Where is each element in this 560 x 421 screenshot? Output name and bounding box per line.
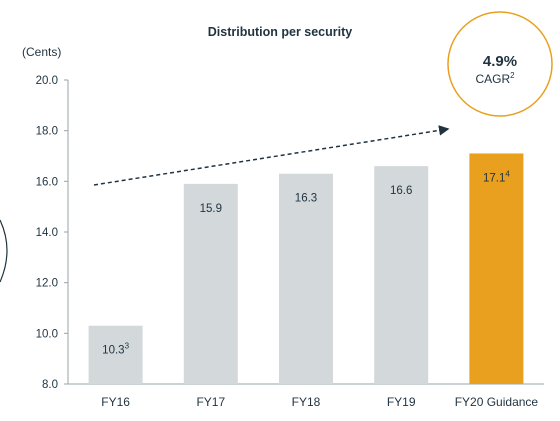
- bar-fy18: [279, 173, 333, 384]
- chart-title: Distribution per security: [208, 25, 353, 39]
- value-label: 15.9: [200, 203, 222, 215]
- cagr-badge: 4.9% CAGR2: [447, 11, 553, 117]
- y-tick-label: 18.0: [36, 126, 58, 138]
- x-tick-label: FY20 Guidance: [455, 395, 539, 409]
- value-label: 16.3: [295, 193, 317, 205]
- bar-fy20-guidance: [469, 153, 524, 384]
- cagr-ring: [447, 11, 553, 117]
- bar-fy16: [88, 325, 143, 384]
- x-tick-label: FY18: [292, 395, 321, 409]
- x-tick-label: FY17: [196, 395, 225, 409]
- category-labels: FY16 FY17 FY18 FY19 FY20 Guidance: [101, 395, 538, 409]
- cagr-label: CAGR2: [475, 71, 515, 86]
- bar-fy17: [183, 183, 238, 384]
- bars: [88, 153, 524, 384]
- edge-decoration: [0, 219, 8, 283]
- y-tick-label: 20.0: [36, 75, 58, 87]
- x-tick-label: FY16: [101, 395, 130, 409]
- y-tick-label: 10.0: [36, 328, 58, 340]
- trend-arrow: [93, 125, 450, 186]
- y-tick-label: 12.0: [36, 278, 58, 290]
- x-tick-label: FY19: [387, 395, 416, 409]
- y-axis-ticks: 20.0 18.0 16.0 14.0 12.0 10.0 8.0: [36, 75, 68, 391]
- y-tick-label: 8.0: [42, 379, 58, 391]
- y-tick-label: 16.0: [36, 176, 58, 188]
- value-label: 17.14: [483, 169, 510, 184]
- bar-fy19: [374, 166, 429, 384]
- cagr-value: 4.9%: [483, 53, 517, 70]
- value-label: 10.33: [102, 342, 129, 357]
- value-labels: 10.33 15.9 16.3 16.6 17.14: [102, 169, 510, 356]
- value-label: 16.6: [390, 185, 412, 197]
- y-axis-unit: (Cents): [22, 45, 61, 59]
- y-tick-label: 14.0: [36, 227, 58, 239]
